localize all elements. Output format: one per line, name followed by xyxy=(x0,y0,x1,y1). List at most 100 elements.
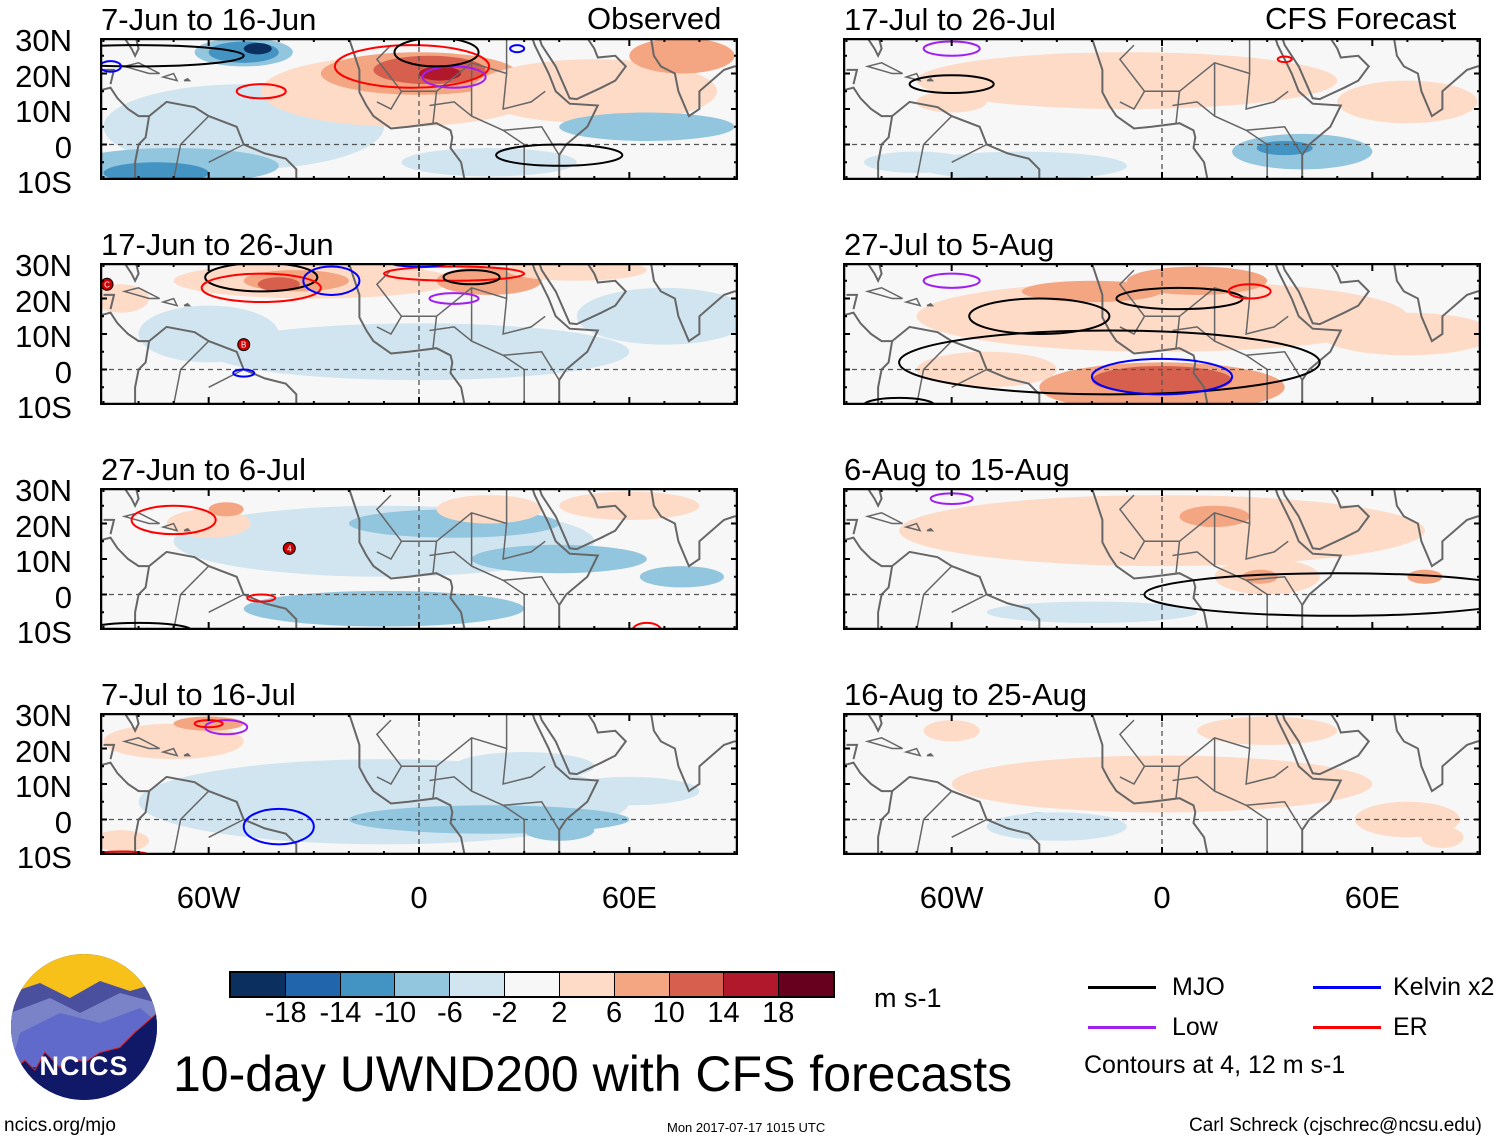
panel-title: 16-Aug to 25-Aug xyxy=(844,677,1088,712)
anomaly-shading xyxy=(1421,826,1464,848)
logo-text: NCICS xyxy=(39,1051,129,1081)
x-axis-label: 60W xyxy=(919,880,984,915)
y-axis-label: 30N xyxy=(15,473,72,508)
x-axis-label: 60E xyxy=(601,880,657,915)
colorbar-swatch xyxy=(504,973,559,996)
y-axis-label: 30N xyxy=(15,23,72,58)
y-axis-label: 10S xyxy=(16,615,72,650)
anomaly-shading xyxy=(257,277,300,292)
border xyxy=(432,91,438,124)
anomaly-shading xyxy=(923,720,980,742)
coastline xyxy=(103,263,140,284)
anomaly-shading xyxy=(916,151,1127,180)
coastline xyxy=(649,488,738,568)
legend-label-low: Low xyxy=(1172,1013,1218,1041)
island xyxy=(926,77,935,82)
y-axis-label: 30N xyxy=(15,698,72,733)
border xyxy=(1119,90,1146,110)
border xyxy=(1213,512,1268,630)
colorbar-swatch xyxy=(558,973,614,996)
border xyxy=(1175,766,1181,799)
wave-contour xyxy=(204,263,319,293)
anomaly-shading xyxy=(1319,312,1481,356)
wave-contour xyxy=(393,38,480,68)
y-axis-label: 10N xyxy=(15,94,72,129)
border xyxy=(951,143,988,163)
border xyxy=(208,818,245,838)
anomaly-shading xyxy=(243,42,272,55)
island xyxy=(121,737,160,750)
coastline xyxy=(649,263,738,343)
legend-label-er: ER xyxy=(1393,1013,1428,1041)
wave-contour xyxy=(333,44,491,89)
border xyxy=(503,576,560,606)
coastline xyxy=(103,38,140,59)
colorbar-ticks: -18 -14 -10 -6 -2 2 6 10 14 18 xyxy=(231,997,833,1029)
anomaly-shading xyxy=(916,52,1338,109)
wave-contour xyxy=(1143,572,1481,617)
border xyxy=(1172,101,1216,117)
colorbar-swatch xyxy=(394,973,450,996)
coastline xyxy=(538,488,628,551)
coastline xyxy=(1090,713,1343,855)
x-axis-label: 0 xyxy=(410,880,428,915)
coastline xyxy=(103,713,140,734)
anomaly-shading xyxy=(436,495,542,524)
colorbar-swatch xyxy=(231,973,285,996)
coastline xyxy=(1392,713,1481,793)
panel-title: 7-Jul to 16-Jul xyxy=(101,677,296,712)
legend-line-er xyxy=(1313,1026,1381,1029)
colorbar-swatch xyxy=(668,973,724,996)
border xyxy=(1213,737,1268,855)
coastline xyxy=(891,550,1041,630)
forecast-header: CFS Forecast xyxy=(1265,1,1457,36)
legend-line-mjo xyxy=(1088,986,1156,989)
coastline xyxy=(103,488,140,509)
x-axis-label: 0 xyxy=(1153,880,1171,915)
wave-contour xyxy=(235,83,287,100)
island xyxy=(183,77,192,82)
border xyxy=(1246,801,1303,831)
border xyxy=(401,263,508,318)
map-panel xyxy=(100,713,738,855)
border xyxy=(502,298,546,335)
colorbar-swatch xyxy=(613,973,669,996)
border xyxy=(172,565,210,630)
coastline xyxy=(846,743,859,760)
anomaly-shading xyxy=(208,502,244,517)
coastline xyxy=(103,743,116,760)
anomaly-shading xyxy=(401,148,577,177)
anomaly-shading xyxy=(1337,80,1478,124)
border xyxy=(429,101,473,117)
coastline xyxy=(846,488,883,509)
coastline xyxy=(100,311,151,405)
anomaly-shading xyxy=(103,723,244,760)
border xyxy=(1172,776,1216,792)
wave-contour xyxy=(1276,55,1293,64)
colorbar-tick-label: 6 xyxy=(606,997,623,1029)
border xyxy=(1144,488,1251,543)
border xyxy=(502,523,546,560)
legend-line-low xyxy=(1088,1026,1156,1029)
anomaly-shading xyxy=(559,112,735,141)
colorbar-tick-label: -10 xyxy=(374,997,417,1029)
coastline xyxy=(843,311,894,405)
anomaly-shading xyxy=(951,755,1373,813)
anomaly-shading xyxy=(103,162,209,180)
panel-title: 7-Jun to 16-Jun xyxy=(101,2,317,37)
wave-contour xyxy=(442,269,501,286)
y-axis-label: 10S xyxy=(16,165,72,200)
footer-url[interactable]: ncics.org/mjo xyxy=(4,1115,116,1136)
wave-contour xyxy=(1227,283,1272,300)
coastline xyxy=(843,86,894,180)
coastline xyxy=(891,325,1041,405)
border xyxy=(401,488,508,543)
island xyxy=(926,302,935,307)
border xyxy=(401,713,508,768)
observed-header: Observed xyxy=(587,1,722,36)
border xyxy=(1245,73,1289,110)
storm-marker: B xyxy=(237,338,251,352)
border xyxy=(376,540,403,560)
coastline xyxy=(1090,263,1343,405)
island xyxy=(864,62,903,75)
